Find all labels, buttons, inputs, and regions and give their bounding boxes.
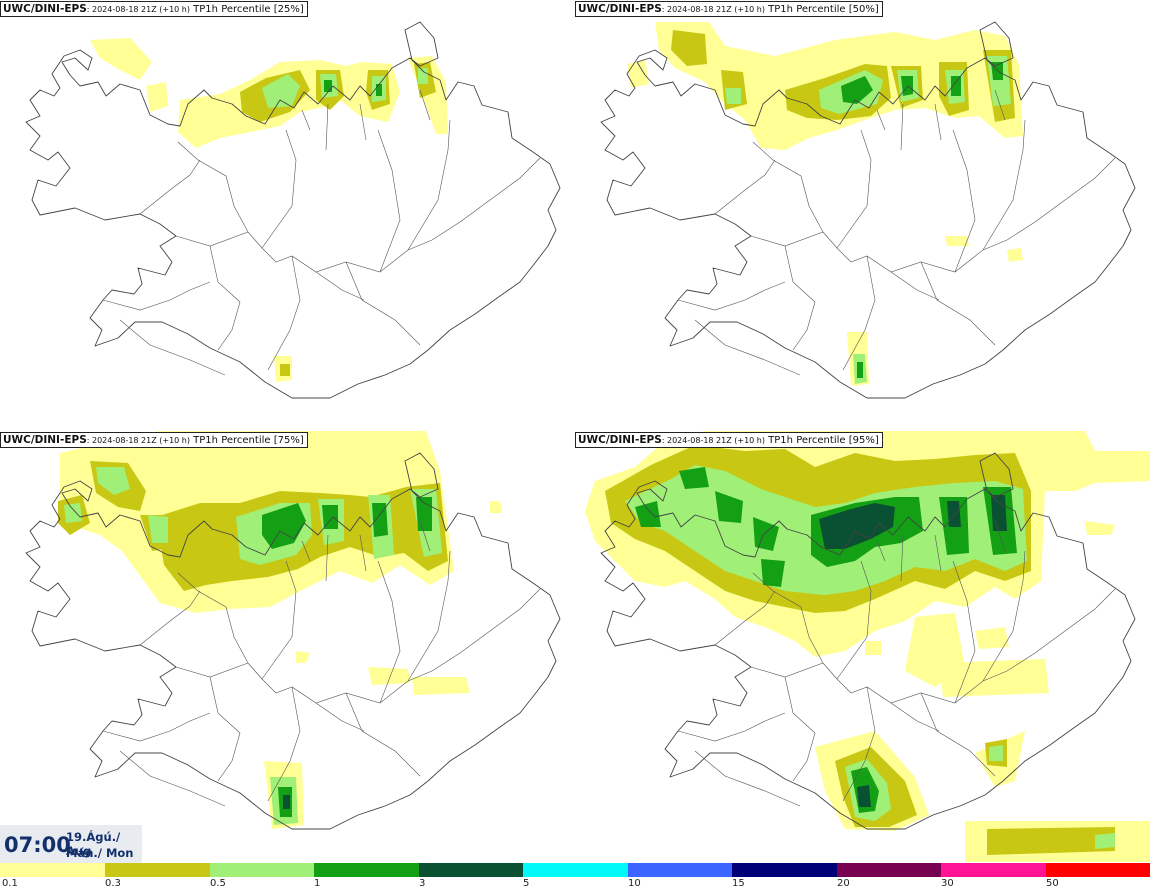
product-name: TP1h Percentile [50%]	[768, 4, 879, 15]
legend-swatch	[628, 863, 732, 877]
model-name: UWC/DINI-EPS	[3, 434, 87, 446]
product-name: TP1h Percentile [25%]	[193, 4, 304, 15]
legend-label: 5	[523, 878, 530, 889]
map-panel-p25: UWC/DINI-EPS: 2024-08-18 21Z (+10 h) TP1…	[0, 0, 575, 431]
legend-label: 10	[628, 878, 641, 889]
precip-field	[627, 22, 1023, 386]
precipitation-map	[600, 21, 1136, 399]
legend-label: 1	[314, 878, 321, 889]
legend-swatch	[837, 863, 941, 877]
precip-field	[58, 431, 502, 829]
legend-swatch	[941, 863, 1046, 877]
legend-swatch	[732, 863, 837, 877]
precipitation-map	[585, 431, 1150, 862]
legend-label: 3	[419, 878, 426, 889]
legend-swatch	[210, 863, 314, 877]
panel-title: UWC/DINI-EPS: 2024-08-18 21Z (+10 h) TP1…	[0, 1, 308, 17]
valid-time-box: 07:00 19.Ágú./ Aug Mán./ Mon	[0, 825, 142, 863]
model-name: UWC/DINI-EPS	[578, 3, 662, 15]
legend-swatch	[0, 863, 105, 877]
map-panel-p50: UWC/DINI-EPS: 2024-08-18 21Z (+10 h) TP1…	[575, 0, 1150, 431]
legend-label: 0.1	[2, 878, 18, 889]
panel-title: UWC/DINI-EPS: 2024-08-18 21Z (+10 h) TP1…	[575, 432, 883, 448]
color-legend: 0.1 0.3 0.5 1 3 5 10 15 20 30 50	[0, 862, 1150, 891]
valid-time: 07:00	[4, 833, 71, 857]
legend-label: 0.5	[210, 878, 226, 889]
run-info: : 2024-08-18 21Z (+10 h)	[661, 5, 765, 14]
precip-field	[585, 431, 1150, 862]
legend-label: 50	[1046, 878, 1059, 889]
model-name: UWC/DINI-EPS	[3, 3, 87, 15]
precipitation-map	[25, 21, 561, 399]
valid-weekday: Mán./ Mon	[66, 846, 134, 860]
legend-label: 0.3	[105, 878, 121, 889]
legend-swatch	[314, 863, 419, 877]
map-panel-p75: UWC/DINI-EPS: 2024-08-18 21Z (+10 h) TP1…	[0, 431, 575, 862]
legend-swatch	[1046, 863, 1150, 877]
legend-swatch	[419, 863, 523, 877]
panel-title: UWC/DINI-EPS: 2024-08-18 21Z (+10 h) TP1…	[575, 1, 883, 17]
product-name: TP1h Percentile [75%]	[193, 435, 304, 446]
legend-label: 30	[941, 878, 954, 889]
run-info: : 2024-08-18 21Z (+10 h)	[86, 5, 190, 14]
map-panel-p95: UWC/DINI-EPS: 2024-08-18 21Z (+10 h) TP1…	[575, 431, 1150, 862]
precip-field	[90, 38, 448, 382]
valid-date: 19.Ágú./ Aug	[66, 830, 121, 858]
panel-title: UWC/DINI-EPS: 2024-08-18 21Z (+10 h) TP1…	[0, 432, 308, 448]
legend-swatch	[105, 863, 210, 877]
product-name: TP1h Percentile [95%]	[768, 435, 879, 446]
run-info: : 2024-08-18 21Z (+10 h)	[661, 436, 765, 445]
legend-label: 15	[732, 878, 745, 889]
run-info: : 2024-08-18 21Z (+10 h)	[86, 436, 190, 445]
model-name: UWC/DINI-EPS	[578, 434, 662, 446]
legend-swatch	[523, 863, 628, 877]
precipitation-map	[25, 431, 561, 830]
legend-label: 20	[837, 878, 850, 889]
